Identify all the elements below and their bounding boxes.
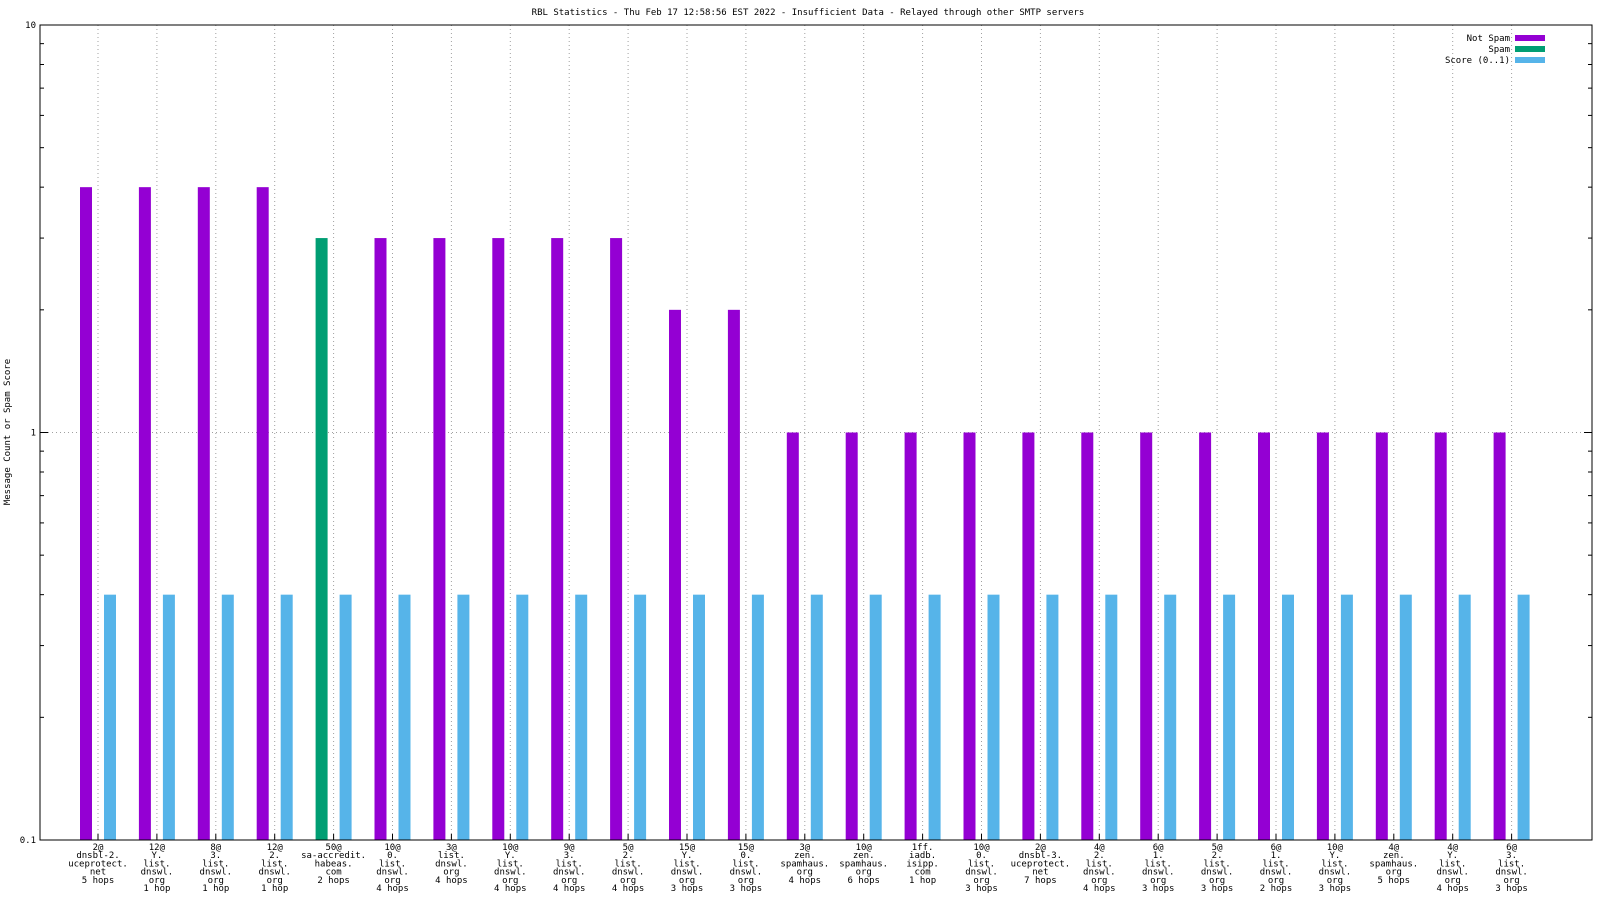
- bar-not-spam: [138, 187, 151, 841]
- bar-not-spam: [1199, 432, 1212, 840]
- legend-label: Not Spam: [1467, 34, 1510, 44]
- y-axis-label: Message Count or Spam Score: [3, 359, 13, 505]
- bar-not-spam: [786, 432, 799, 840]
- x-tick-label: 6@ 3. list. dnswl. org 3 hops: [1495, 843, 1528, 894]
- x-tick-label: 4@ zen. spamhaus. org 5 hops: [1369, 843, 1418, 886]
- bar-not-spam: [727, 309, 740, 840]
- x-tick-label: 2@ dnsbl-2. uceprotect. net 5 hops: [68, 843, 128, 886]
- x-tick-label: 10@ zen. spamhaus. org 6 hops: [839, 843, 888, 886]
- x-tick-label: 10@ 0. list. dnswl. org 4 hops: [376, 843, 409, 894]
- bar-score-0-1: [516, 594, 529, 840]
- bar-not-spam: [1081, 432, 1094, 840]
- legend-label: Spam: [1488, 45, 1510, 55]
- x-tick-labels: 2@ dnsbl-2. uceprotect. net 5 hops 12@ Y. list.…: [68, 843, 1528, 894]
- x-tick-label: 3@ list. dnswl. org 4 hops: [435, 843, 468, 886]
- bar-not-spam: [904, 432, 917, 840]
- x-tick-label: 3@ zen. spamhaus. org 4 hops: [780, 843, 829, 886]
- bar-score-0-1: [928, 594, 941, 840]
- bar-not-spam: [610, 238, 623, 840]
- legend-swatch: [1515, 35, 1545, 41]
- bar-not-spam: [1493, 432, 1506, 840]
- bar-not-spam: [1258, 432, 1270, 840]
- y-tick-label: 10: [25, 21, 36, 31]
- bar-not-spam: [256, 187, 269, 841]
- bar-score-0-1: [221, 594, 234, 840]
- x-tick-label: 6@ 1. list. dnswl. org 2 hops: [1260, 843, 1293, 894]
- x-tick-label: 4@ Y. list. dnswl. org 4 hops: [1436, 843, 1469, 894]
- bar-score-0-1: [398, 594, 411, 840]
- bar-score-0-1: [339, 594, 352, 840]
- bar-not-spam: [845, 432, 858, 840]
- bar-not-spam: [669, 309, 681, 840]
- x-tick-label: 10@ 0. list. dnswl. org 3 hops: [965, 843, 998, 894]
- bar-not-spam: [1140, 432, 1153, 840]
- axis-ticks: 0.1 1 10: [20, 21, 1592, 846]
- bar-score-0-1: [1517, 594, 1530, 840]
- legend-label: Score (0..1): [1445, 56, 1510, 66]
- bar-not-spam: [1316, 432, 1329, 840]
- legend-swatch: [1515, 57, 1545, 63]
- gridlines: [40, 25, 1592, 840]
- bar-score-0-1: [1105, 594, 1118, 840]
- x-tick-label: 15@ Y. list. dnswl. org 3 hops: [671, 843, 704, 894]
- bar-score-0-1: [1223, 594, 1236, 840]
- bar-score-0-1: [1046, 594, 1059, 840]
- bar-not-spam: [374, 238, 387, 840]
- x-tick-label: 6@ 1. list. dnswl. org 3 hops: [1142, 843, 1175, 894]
- bar-not-spam: [551, 238, 564, 840]
- bar-score-0-1: [810, 594, 823, 840]
- x-tick-label: 12@ 2. list. dnswl. org 1 hop: [258, 843, 291, 894]
- x-tick-label: 12@ Y. list. dnswl. org 1 hop: [141, 843, 174, 894]
- y-tick-label: 1: [31, 429, 36, 439]
- bar-not-spam: [1434, 432, 1447, 840]
- bar-score-0-1: [1458, 594, 1471, 840]
- x-tick-label: 4@ 2. list. dnswl. org 4 hops: [1083, 843, 1116, 894]
- x-tick-label: 10@ Y. list. dnswl. org 4 hops: [494, 843, 527, 894]
- bar-score-0-1: [1399, 594, 1412, 840]
- bar-score-0-1: [1164, 594, 1177, 840]
- x-tick-label: 5@ 2. list. dnswl. org 3 hops: [1201, 843, 1234, 894]
- bar-not-spam: [492, 238, 505, 840]
- x-tick-label: 10@ Y. list. dnswl. org 3 hops: [1319, 843, 1352, 894]
- bars: [80, 187, 1530, 841]
- x-tick-label: 5@ 2. list. dnswl. org 4 hops: [612, 843, 645, 894]
- bar-score-0-1: [575, 594, 588, 840]
- bar-not-spam: [197, 187, 210, 841]
- x-tick-label: 1ff. iadb. isipp. com 1 hop: [906, 843, 939, 886]
- bar-score-0-1: [693, 594, 705, 840]
- chart-title: RBL Statistics - Thu Feb 17 12:58:56 EST…: [532, 8, 1085, 18]
- bar-not-spam: [80, 187, 92, 841]
- bar-score-0-1: [1340, 594, 1353, 840]
- bar-score-0-1: [162, 594, 175, 840]
- bar-not-spam: [1375, 432, 1388, 840]
- bar-not-spam: [433, 238, 446, 840]
- bar-score-0-1: [104, 594, 116, 840]
- bar-score-0-1: [280, 594, 293, 840]
- bar-score-0-1: [869, 594, 882, 840]
- x-tick-label: 2@ dnsbl-3. uceprotect. net 7 hops: [1011, 843, 1071, 886]
- y-tick-label: 0.1: [20, 836, 36, 846]
- bar-score-0-1: [1282, 594, 1294, 840]
- bar-score-0-1: [751, 594, 764, 840]
- x-tick-label: 15@ 0. list. dnswl. org 3 hops: [730, 843, 763, 894]
- bar-score-0-1: [634, 594, 647, 840]
- bar-spam: [315, 238, 328, 840]
- x-tick-label: 50@ sa-accredit. habeas. com 2 hops: [301, 843, 366, 886]
- x-tick-label: 9@ 3. list. dnswl. org 4 hops: [553, 843, 586, 894]
- legend-swatch: [1515, 46, 1545, 52]
- bar-not-spam: [963, 432, 976, 840]
- x-tick-label: 8@ 3. list. dnswl. org 1 hop: [200, 843, 233, 894]
- bar-score-0-1: [987, 594, 1000, 840]
- bar-not-spam: [1022, 432, 1035, 840]
- bar-score-0-1: [457, 594, 470, 840]
